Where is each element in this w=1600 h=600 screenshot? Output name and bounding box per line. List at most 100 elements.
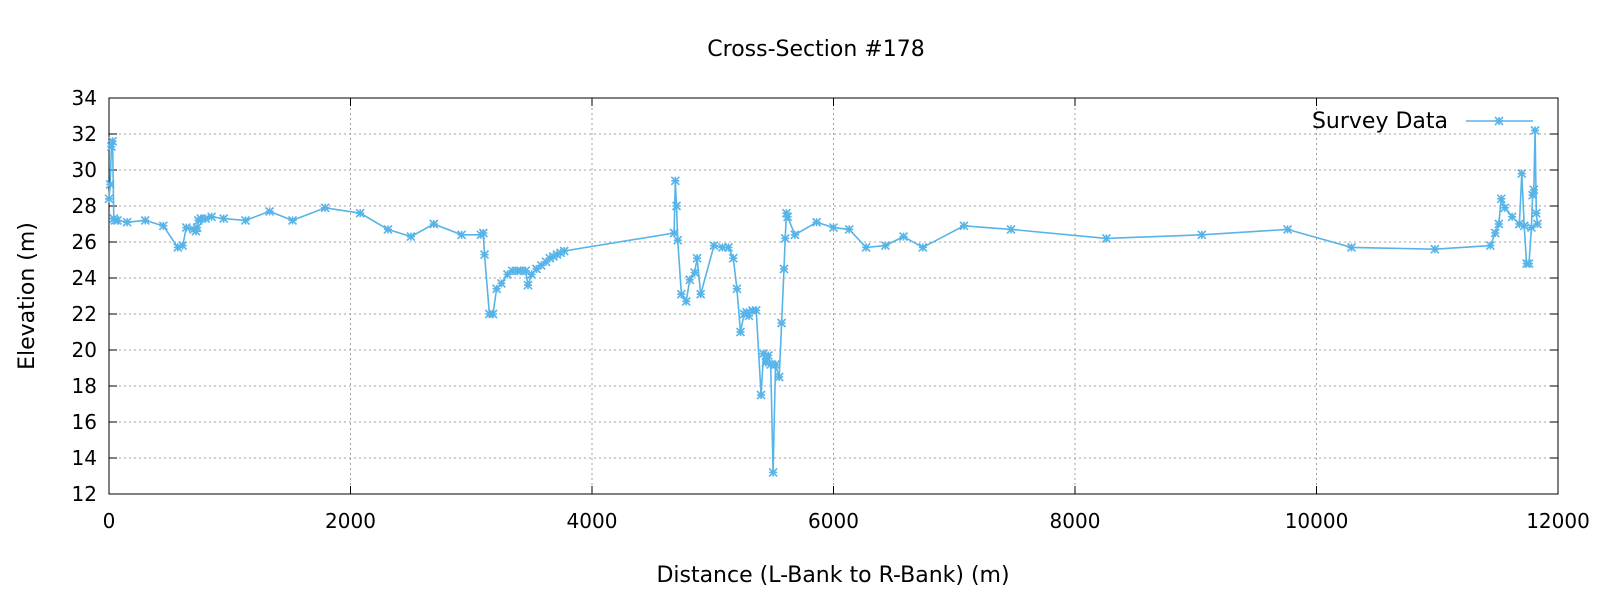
data-point xyxy=(692,253,702,263)
data-point xyxy=(1282,224,1293,234)
y-tick-label: 24 xyxy=(72,266,97,290)
y-axis-label: Elevation (m) xyxy=(15,222,40,370)
data-point xyxy=(181,223,191,233)
data-point xyxy=(918,242,928,252)
data-point xyxy=(1490,228,1500,238)
data-point xyxy=(1346,242,1357,252)
data-point xyxy=(828,223,839,233)
y-tick-label: 12 xyxy=(72,482,97,506)
data-point xyxy=(1528,190,1538,200)
data-point xyxy=(670,176,680,186)
data-point xyxy=(1496,194,1506,204)
x-tick-label: 2000 xyxy=(325,509,376,533)
data-point xyxy=(1507,212,1517,222)
data-point xyxy=(844,224,854,234)
data-point xyxy=(178,241,188,251)
data-point xyxy=(502,269,513,279)
data-point xyxy=(1524,259,1534,269)
x-tick-label: 8000 xyxy=(1050,509,1101,533)
y-tick-label: 14 xyxy=(72,446,97,470)
data-point xyxy=(240,215,251,225)
data-point xyxy=(959,221,969,231)
data-point xyxy=(790,230,800,240)
y-tick-label: 34 xyxy=(72,86,97,110)
data-point xyxy=(478,228,488,238)
data-point xyxy=(774,372,784,382)
data-point xyxy=(531,264,542,274)
legend: Survey Data xyxy=(1312,109,1533,134)
data-point xyxy=(192,223,202,233)
y-tick-label: 22 xyxy=(72,302,97,326)
axis-ticks xyxy=(108,97,1559,495)
data-point xyxy=(383,224,393,234)
legend-marker xyxy=(1494,116,1504,126)
data-point xyxy=(768,467,778,477)
y-tick-label: 28 xyxy=(72,194,97,218)
data-point xyxy=(861,242,871,252)
data-point xyxy=(898,232,909,242)
y-tick-label: 20 xyxy=(72,338,97,362)
data-point xyxy=(488,309,498,319)
data-point xyxy=(728,253,738,263)
data-point xyxy=(681,296,691,306)
data-point xyxy=(201,214,211,224)
data-point xyxy=(751,305,761,315)
data-point xyxy=(723,242,734,252)
x-tick-labels: 0 2000 4000 6000 8000 10000 12000 xyxy=(103,509,1590,533)
data-point xyxy=(140,215,150,225)
chart-title: Cross-Section #178 xyxy=(707,37,924,62)
data-point xyxy=(777,318,787,328)
y-tick-label: 26 xyxy=(72,230,97,254)
data-point xyxy=(732,284,742,294)
data-point xyxy=(1517,169,1527,179)
x-axis-label: Distance (L-Bank to R-Bank) (m) xyxy=(656,563,1009,588)
legend-marker-point xyxy=(1494,116,1504,126)
x-tick-label: 0 xyxy=(103,509,116,533)
data-point xyxy=(158,221,168,231)
data-point xyxy=(1519,221,1529,231)
series-line xyxy=(108,130,1539,473)
y-tick-label: 30 xyxy=(72,158,97,182)
data-point xyxy=(406,232,416,242)
data-point xyxy=(669,228,679,238)
data-point xyxy=(523,280,533,290)
data-point xyxy=(287,215,298,225)
data-point xyxy=(735,327,746,337)
data-point xyxy=(219,214,229,224)
data-point xyxy=(1529,185,1539,195)
data-point xyxy=(780,233,790,243)
data-point xyxy=(1101,233,1111,243)
data-point xyxy=(1494,219,1504,229)
data-point xyxy=(1530,125,1540,135)
data-point xyxy=(559,246,569,256)
data-point xyxy=(709,241,719,251)
data-point xyxy=(779,264,789,274)
data-point xyxy=(763,350,773,360)
data-point xyxy=(320,203,330,213)
data-point xyxy=(104,194,114,204)
data-point xyxy=(685,275,695,285)
data-point xyxy=(479,250,490,260)
series-survey-data xyxy=(104,125,1543,477)
data-point xyxy=(457,230,467,240)
data-point xyxy=(812,217,822,227)
data-point xyxy=(496,278,507,288)
data-point xyxy=(1500,203,1510,213)
data-point xyxy=(783,212,793,222)
data-point xyxy=(355,208,365,218)
data-point xyxy=(756,390,766,400)
data-point xyxy=(1532,219,1543,229)
data-point xyxy=(536,260,546,270)
data-point xyxy=(671,201,682,211)
data-point xyxy=(105,179,115,189)
x-tick-label: 6000 xyxy=(808,509,859,533)
y-tick-label: 16 xyxy=(72,410,97,434)
y-tick-label: 32 xyxy=(72,122,97,146)
data-point xyxy=(1531,208,1541,218)
data-point xyxy=(122,217,132,227)
data-point xyxy=(265,206,275,216)
x-tick-label: 12000 xyxy=(1526,509,1590,533)
data-point xyxy=(696,289,706,299)
data-point xyxy=(112,215,123,225)
